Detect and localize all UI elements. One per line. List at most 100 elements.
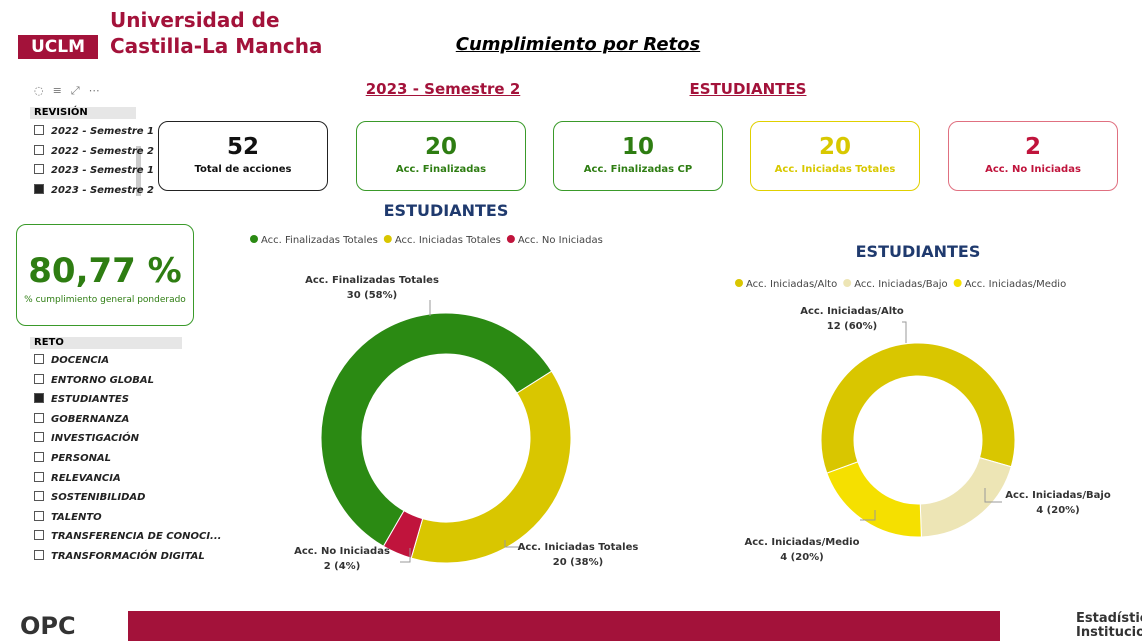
slicer-label: SOSTENIBILIDAD	[51, 492, 146, 504]
footer-text: Estadística	[1076, 611, 1142, 626]
slicer-label: 2022 - Semestre 1	[51, 126, 155, 137]
slicer-header	[30, 337, 182, 349]
legend-label: Acc. Finalizadas Totales	[261, 235, 378, 246]
legend-label: Acc. Iniciadas/Alto	[746, 279, 837, 290]
leader-line	[504, 540, 520, 548]
legend-swatch	[250, 235, 258, 243]
kpi-value: 2	[1024, 134, 1041, 160]
checkbox	[34, 125, 44, 135]
kpi-value: 52	[226, 134, 259, 160]
slicer-item[interactable]: 2022 - Semestre 2	[34, 144, 155, 157]
leader-line	[860, 510, 876, 521]
slice-label: Acc. Finalizadas Totales	[305, 275, 439, 286]
checkbox	[34, 432, 44, 443]
compliance-value: 80,77 %	[28, 251, 182, 291]
university: Universidad de	[110, 8, 280, 32]
donut-slice	[820, 342, 1016, 474]
checkbox	[34, 510, 44, 521]
checkbox	[34, 354, 44, 364]
slicer-item[interactable]: GOBERNANZA	[34, 412, 130, 425]
donut-slice	[410, 370, 572, 564]
slice-label: Acc. Iniciadas/Bajo	[1005, 490, 1111, 501]
slicer-label: 2022 - Semestre 2	[51, 145, 155, 157]
slice-label: Acc. No Iniciadas	[294, 546, 390, 557]
slicer-label: TALENTO	[51, 511, 102, 523]
slicer-item[interactable]: PERSONAL	[34, 452, 111, 464]
kpi-label: Acc. Iniciadas Totales	[774, 164, 896, 175]
legend-label: Acc. Iniciadas/Bajo	[854, 279, 947, 290]
slicer-item[interactable]: TRANSFORMACIÓN DIGITAL	[34, 550, 205, 562]
kpi-label: Acc. No Iniciadas	[985, 164, 1081, 175]
group: ESTUDIANTES	[689, 80, 807, 98]
checkbox	[34, 452, 44, 462]
legend-swatch	[953, 279, 962, 287]
footer-brand: EstadísticaInstitucional	[1076, 612, 1142, 640]
donut-slice	[919, 457, 1012, 538]
legend-label: Acc. Iniciadas/Medio	[965, 279, 1067, 290]
slice-label: Acc. Iniciadas Totales	[518, 542, 639, 553]
slice-label: Acc. Iniciadas/Medio	[745, 537, 860, 548]
kpi-value: 20	[424, 134, 457, 160]
slicer-item[interactable]: 2022 - Semestre 1	[34, 125, 154, 137]
footer-logo: OPC	[20, 612, 76, 640]
kpi-card: 10 Acc. Finalizadas CP	[553, 121, 723, 191]
checkbox	[34, 471, 44, 482]
slice-value: 12 (60%)	[827, 321, 877, 332]
slice-value: 4 (20%)	[1036, 505, 1080, 516]
slicer-label: TRANSFORMACIÓN DIGITAL	[51, 551, 205, 562]
checkbox	[34, 144, 44, 155]
slicer-label: DOCENCIA	[51, 355, 110, 366]
slice-value: 4 (20%)	[780, 552, 824, 563]
footer-band	[128, 611, 1000, 641]
donut-slice	[826, 461, 922, 538]
legend-label: Acc. No Iniciadas	[518, 235, 603, 246]
slicer-item[interactable]: TALENTO	[34, 510, 102, 523]
checkbox	[34, 530, 44, 541]
slicer-item[interactable]: 2023 - Semestre 2	[34, 183, 155, 196]
compliance-card: 80,77 % % cumplimiento general ponderado	[16, 224, 194, 326]
slicer-item[interactable]: 2023 - Semestre 1	[34, 164, 154, 176]
logo: UCLM	[18, 35, 98, 59]
donut-slice	[320, 312, 553, 547]
scrollbar[interactable]	[136, 146, 141, 196]
slicer-item[interactable]: ESTUDIANTES	[34, 393, 129, 405]
donut-slice	[382, 510, 424, 559]
slicer-item[interactable]: INVESTIGACIÓN	[34, 432, 139, 444]
legend-swatch	[843, 279, 852, 287]
slicer-label: TRANSFERENCIA DE CONOCI...	[51, 531, 222, 543]
slicer-item[interactable]: DOCENCIA	[34, 354, 109, 366]
slice-value: 30 (58%)	[347, 290, 397, 301]
checkbox	[34, 183, 44, 194]
slicer-item[interactable]: SOSTENIBILIDAD	[34, 491, 145, 503]
title: Cumplimiento por Retos	[455, 34, 701, 55]
kpi-label: Acc. Finalizadas CP	[583, 164, 693, 175]
checkbox	[34, 550, 44, 560]
legend-label: Acc. Iniciadas Totales	[395, 235, 501, 246]
slicer-item[interactable]: TRANSFERENCIA DE CONOCI...	[34, 530, 221, 542]
checkbox	[34, 393, 44, 404]
checkbox	[34, 164, 44, 175]
chart-title: ESTUDIANTES	[856, 242, 981, 261]
kpi-card: 20 Acc. Finalizadas	[356, 121, 526, 191]
slicer-label: ESTUDIANTES	[51, 394, 129, 406]
slicer-label: INVESTIGACIÓN	[51, 433, 139, 445]
slice-value: 20 (38%)	[553, 557, 603, 568]
checkbox	[34, 373, 44, 384]
slicer-item[interactable]: ENTORNO GLOBAL	[34, 373, 155, 386]
period: 2023 - Semestre 2	[365, 80, 521, 98]
slice-value: 2 (4%)	[324, 561, 361, 572]
slicer-label: ENTORNO GLOBAL	[51, 374, 155, 386]
toolbar[interactable]: ◌≡⤢⋯	[34, 84, 109, 97]
kpi-label: Total de acciones	[194, 164, 292, 175]
slice-label: Acc. Iniciadas/Alto	[800, 306, 904, 317]
slicer-header	[30, 107, 136, 119]
slicer-label: 2023 - Semestre 2	[51, 184, 155, 196]
slicer-label: 2023 - Semestre 1	[51, 165, 155, 177]
leader-line	[902, 321, 907, 343]
checkbox	[34, 412, 44, 423]
slicer-item[interactable]: RELEVANCIA	[34, 471, 121, 484]
slicer-title: REVISIÓN	[34, 107, 88, 118]
slicer-label: GOBERNANZA	[51, 413, 130, 425]
kpi-label: Acc. Finalizadas	[395, 164, 487, 175]
